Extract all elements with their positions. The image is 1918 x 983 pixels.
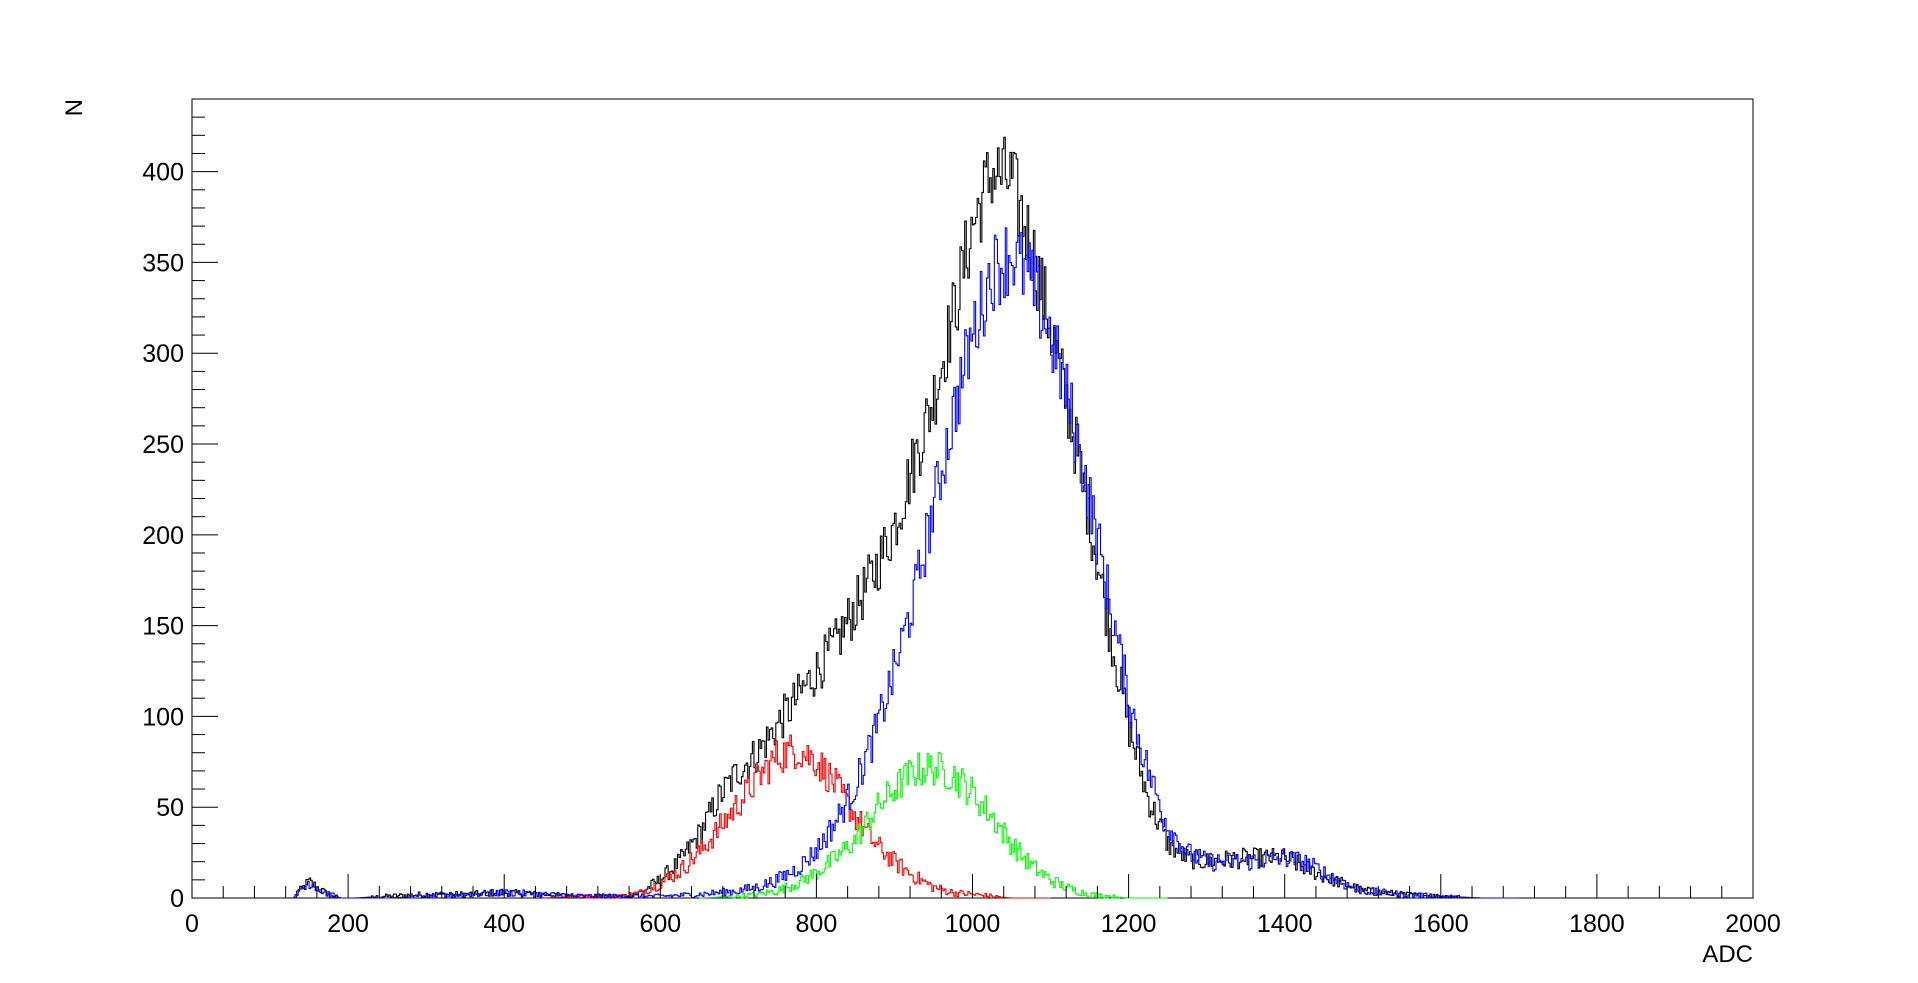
y-axis-title: N	[61, 99, 88, 116]
x-axis-title: ADC	[1702, 941, 1753, 968]
x-tick-label: 200	[327, 910, 369, 938]
x-tick-label: 800	[796, 910, 838, 938]
x-tick-label: 400	[483, 910, 525, 938]
series-0-line	[293, 136, 1519, 899]
y-tick-label: 300	[142, 340, 184, 368]
x-tick-label: 600	[639, 910, 681, 938]
y-axis: 0 50 100 150 200 250 300 350 400	[142, 98, 218, 913]
x-axis: 0 200 400 600 800 1000 1200 1400 1600 1800 2000	[185, 874, 1781, 938]
x-tick-label: 1400	[1257, 910, 1313, 938]
y-tick-label: 250	[142, 431, 184, 459]
x-tick-label: 0	[185, 910, 199, 938]
x-tick-label: 1000	[945, 910, 1001, 938]
y-tick-label: 150	[142, 613, 184, 641]
x-tick-label: 1200	[1101, 910, 1157, 938]
y-tick-label: 100	[142, 703, 184, 731]
x-tick-label: 2000	[1725, 910, 1781, 938]
x-tick-label: 1800	[1569, 910, 1625, 938]
series-layer	[293, 136, 1519, 899]
y-tick-label: 50	[156, 794, 184, 822]
y-tick-label: 350	[142, 249, 184, 277]
x-tick-label: 1600	[1413, 910, 1469, 938]
series-2-line	[699, 751, 1168, 899]
y-tick-label: 0	[170, 885, 184, 913]
series-3-line	[293, 227, 1519, 899]
y-tick-label: 400	[142, 159, 184, 187]
y-tick-label: 200	[142, 522, 184, 550]
series-1-line	[543, 734, 1051, 899]
